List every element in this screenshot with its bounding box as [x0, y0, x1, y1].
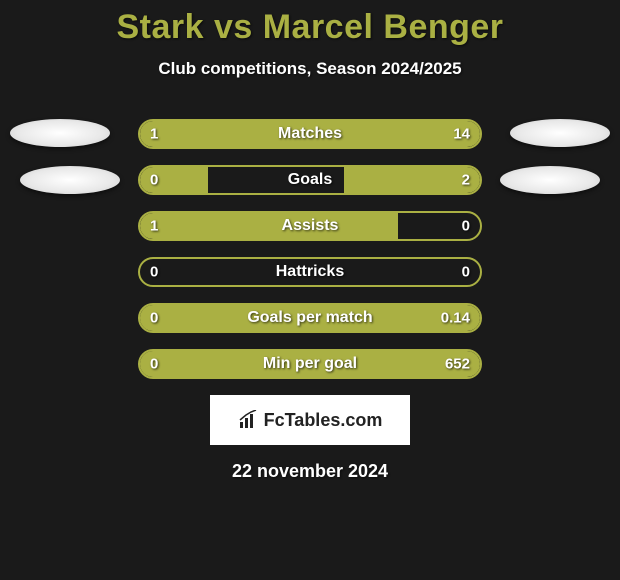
stat-row: 1 0Assists — [138, 211, 482, 241]
stat-label: Min per goal — [140, 355, 480, 373]
comparison-chart: 114Matches02Goals10Assists00Hattricks00.… — [0, 119, 620, 482]
stat-row: 1 14Matches — [138, 119, 482, 149]
brand-text: FcTables.com — [264, 410, 383, 431]
stat-label: Assists — [140, 217, 480, 235]
stat-value-right: 652 — [445, 356, 470, 373]
stat-value-left: 0 — [150, 310, 158, 327]
stat-value-left: 0 — [150, 356, 158, 373]
stat-value-right: 14 — [453, 126, 470, 143]
stat-label: Matches — [140, 125, 480, 143]
stat-row: 0 0.14Goals per match — [138, 303, 482, 333]
stat-value-left: 0 — [150, 264, 158, 281]
stat-label: Goals per match — [140, 309, 480, 327]
player-marker-left-1 — [10, 119, 110, 147]
stat-value-left: 1 — [150, 218, 158, 235]
brand-badge: FcTables.com — [210, 395, 410, 445]
player-marker-right-1 — [510, 119, 610, 147]
player-marker-left-2 — [20, 166, 120, 194]
date-label: 22 november 2024 — [0, 461, 620, 482]
page-subtitle: Club competitions, Season 2024/2025 — [0, 59, 620, 79]
stat-row: 0 652Min per goal — [138, 349, 482, 379]
brand-chart-icon — [238, 410, 258, 430]
stat-label: Hattricks — [140, 263, 480, 281]
page-title: Stark vs Marcel Benger — [0, 0, 620, 47]
stat-value-right: 2 — [462, 172, 470, 189]
stat-value-right: 0.14 — [441, 310, 470, 327]
stat-value-left: 1 — [150, 126, 158, 143]
stat-row: 0 0Hattricks — [138, 257, 482, 287]
stat-label: Goals — [140, 171, 480, 189]
stat-value-left: 0 — [150, 172, 158, 189]
stat-row: 0 2Goals — [138, 165, 482, 195]
stat-value-right: 0 — [462, 264, 470, 281]
stat-value-right: 0 — [462, 218, 470, 235]
player-marker-right-2 — [500, 166, 600, 194]
